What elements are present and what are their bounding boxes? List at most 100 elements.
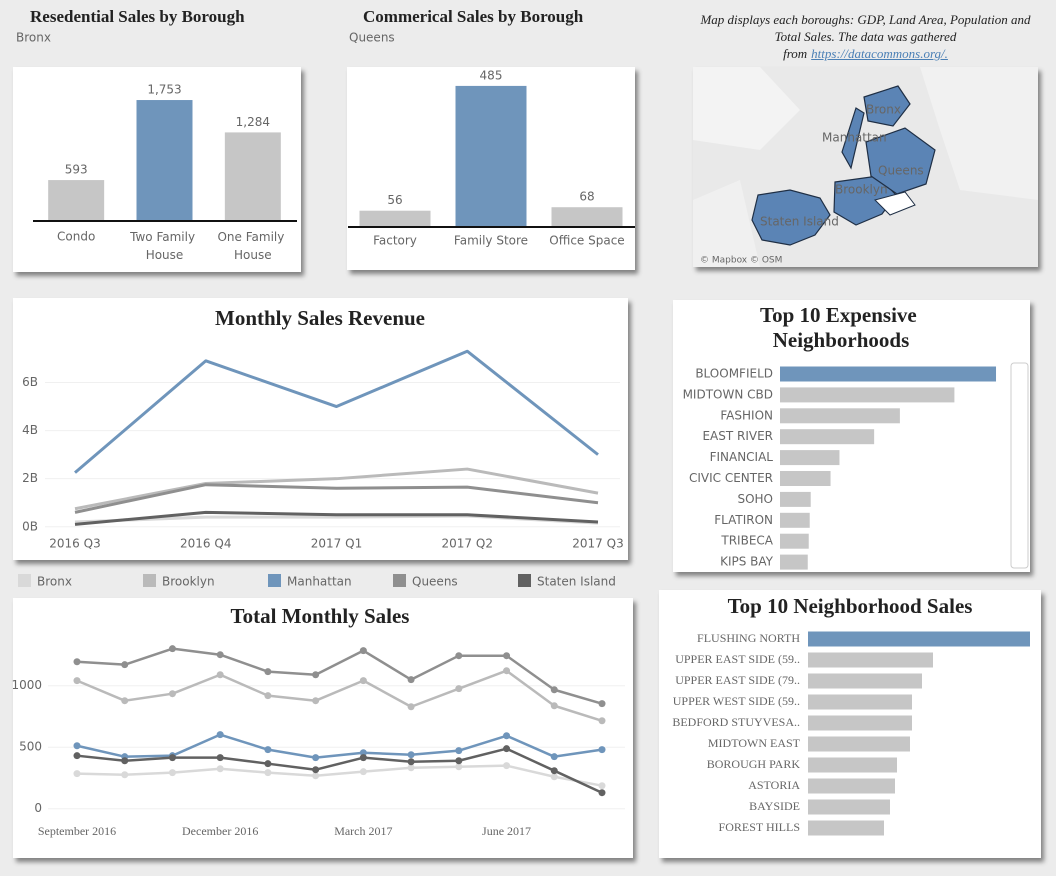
data-point — [168, 645, 176, 653]
data-point — [216, 651, 224, 659]
borough-shape — [863, 85, 911, 127]
chart-subtitle: Queens — [349, 31, 395, 45]
data-point — [598, 746, 606, 754]
x-tick-label: December 2016 — [182, 824, 258, 838]
map-land — [693, 180, 760, 267]
source-link[interactable]: https://datacommons.org/. — [811, 46, 948, 61]
data-point — [168, 690, 176, 698]
x-tick-label: Two Family House — [129, 230, 199, 262]
y-tick-label: FASHION — [720, 408, 773, 422]
bar — [359, 210, 431, 227]
legend-label: Bronx — [37, 575, 72, 589]
data-point — [264, 746, 272, 754]
data-point — [121, 771, 129, 779]
data-point — [598, 700, 606, 708]
series-line — [74, 349, 599, 474]
legend-swatch — [393, 574, 406, 587]
y-tick-label: UPPER EAST SIDE (79.. — [675, 673, 800, 687]
bar — [780, 471, 831, 486]
y-tick-label: 0B — [22, 519, 38, 533]
map-panel: Bronx Manhattan Queens Brooklyn Staten I… — [693, 67, 1038, 267]
series-line — [76, 669, 603, 722]
data-point — [121, 697, 129, 705]
map-land — [920, 67, 1038, 200]
data-point — [455, 757, 463, 765]
data-point — [503, 667, 511, 675]
data-point — [503, 652, 511, 660]
value-label: 1,284 — [236, 115, 270, 129]
data-point — [73, 658, 81, 666]
y-tick-label: TRIBECA — [720, 534, 773, 548]
data-point — [598, 782, 606, 790]
value-label: 1,753 — [147, 83, 181, 97]
y-tick-label: FOREST HILLS — [719, 820, 800, 834]
data-point — [455, 763, 463, 771]
y-tick-label: 6B — [22, 375, 38, 389]
data-point — [455, 685, 463, 693]
data-point — [407, 758, 415, 766]
data-point — [312, 772, 320, 780]
data-point — [598, 717, 606, 725]
map-label: Manhattan — [822, 131, 887, 145]
data-point — [121, 661, 129, 669]
y-tick-label: BAYSIDE — [749, 799, 800, 813]
data-point — [73, 770, 81, 778]
data-point — [359, 768, 367, 776]
bar — [780, 408, 900, 424]
data-point — [503, 762, 511, 770]
x-tick-label: Family Store — [454, 234, 528, 248]
x-tick-label: 2017 Q1 — [311, 537, 362, 551]
data-point — [550, 753, 558, 761]
x-tick-label: June 2017 — [482, 824, 531, 838]
y-tick-label: 2B — [22, 471, 38, 485]
bar — [808, 673, 922, 689]
bar — [551, 207, 623, 227]
data-point — [550, 767, 558, 775]
data-point — [264, 760, 272, 768]
bar — [455, 85, 527, 227]
data-point — [312, 697, 320, 705]
data-point — [312, 766, 320, 774]
y-tick-label: MIDTOWN CBD — [683, 387, 773, 401]
data-point — [455, 747, 463, 755]
series-line — [74, 483, 599, 514]
x-tick-label: One Family House — [217, 230, 288, 262]
x-tick-label: Condo — [57, 230, 95, 244]
map-land — [693, 67, 800, 150]
bar — [780, 512, 810, 528]
caption-text: Map displays each boroughs: GDP, Land Ar… — [700, 12, 1031, 61]
y-tick-label: FLATIRON — [714, 513, 773, 527]
data-point — [73, 752, 81, 760]
x-tick-label: 2016 Q4 — [180, 537, 231, 551]
series-line — [76, 647, 603, 705]
y-tick-label: BOROUGH PARK — [707, 757, 801, 771]
data-point — [264, 692, 272, 700]
bar — [780, 533, 809, 549]
bar — [808, 820, 884, 836]
data-point — [407, 751, 415, 759]
data-point — [264, 769, 272, 777]
data-point — [455, 652, 463, 660]
x-tick-label: March 2017 — [334, 824, 392, 838]
bar — [808, 799, 890, 815]
bar — [808, 736, 910, 752]
x-tick-label: 2017 Q3 — [572, 537, 623, 551]
legend-swatch — [143, 574, 156, 587]
legend-swatch — [518, 574, 531, 587]
chart-title: Total Monthly Sales — [231, 604, 410, 628]
scrollbar — [1010, 362, 1029, 569]
y-tick-label: 0 — [34, 801, 42, 815]
bar — [808, 757, 897, 773]
x-tick-label: September 2016 — [38, 824, 116, 838]
x-tick-label: 2016 Q3 — [49, 537, 100, 551]
x-tick-label: Factory — [373, 234, 417, 248]
data-point — [359, 677, 367, 685]
legend-label: Staten Island — [537, 575, 616, 589]
y-tick-label: BLOOMFIELD — [695, 367, 773, 381]
y-tick-label: MIDTOWN EAST — [708, 736, 801, 750]
x-tick-label: Office Space — [549, 234, 624, 248]
y-tick-label: ASTORIA — [748, 778, 800, 792]
data-point — [598, 789, 606, 797]
